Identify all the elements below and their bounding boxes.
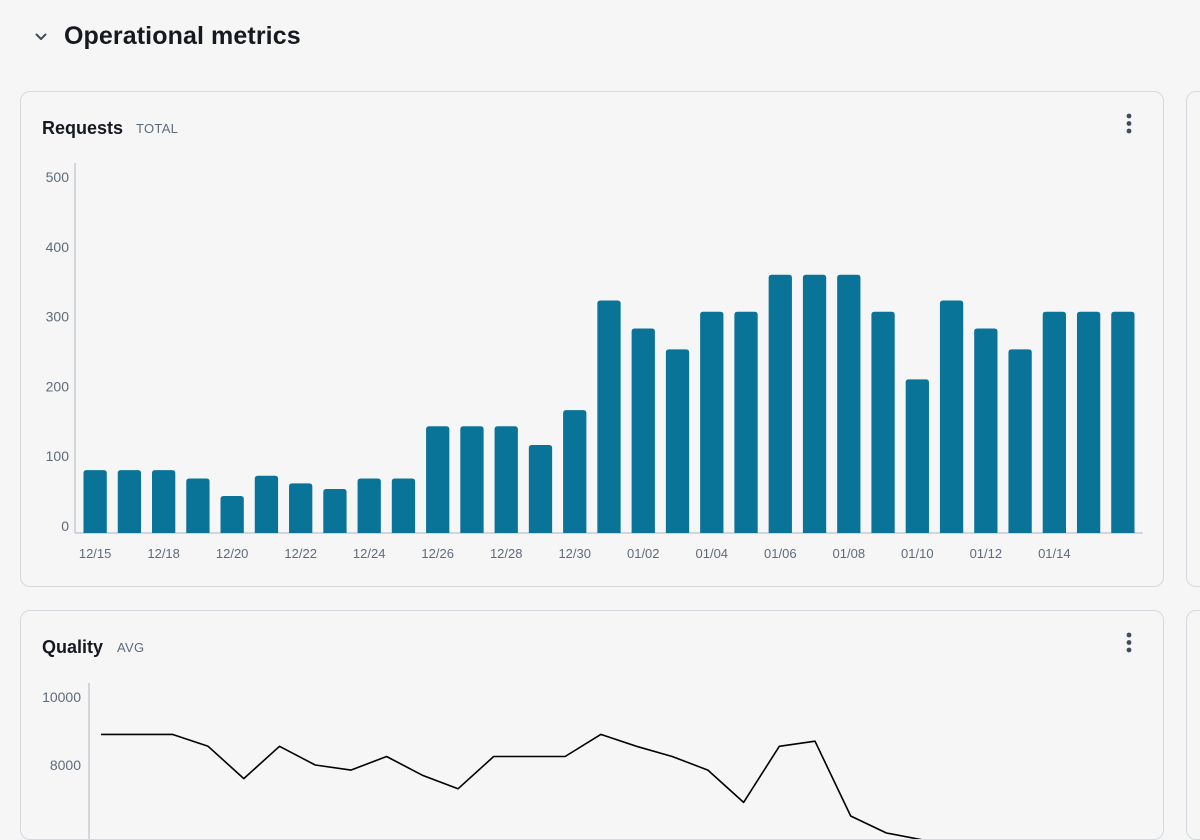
section-header: Operational metrics: [30, 22, 301, 51]
bar-12/30: [597, 301, 620, 533]
bar-12/20: [255, 476, 278, 533]
bar-12/29: [563, 410, 586, 533]
x-tick-label: 01/06: [764, 546, 797, 561]
bar-12/27: [495, 426, 518, 533]
y-tick-label: 500: [46, 169, 70, 185]
bar-12/24: [392, 479, 415, 533]
x-tick-label: 12/24: [353, 546, 386, 561]
x-tick-label: 12/28: [490, 546, 523, 561]
bar-12/21: [289, 483, 312, 533]
bar-01/08: [906, 379, 929, 533]
requests-bar-chart: 0 100 200 300 400 500 12/15 12/18 12/20 12/22 12/2…: [21, 92, 1164, 587]
bar-12/25: [426, 426, 449, 533]
bar-01/09: [940, 301, 963, 533]
y-tick-label: 10000: [42, 689, 81, 705]
bar-01/12: [1043, 312, 1066, 533]
x-tick-label: 01/08: [833, 546, 866, 561]
x-tick-label: 01/14: [1038, 546, 1071, 561]
bar-01/03: [734, 312, 757, 533]
quality-series-line: [101, 734, 922, 839]
bar-01/07: [871, 312, 894, 533]
bar-12/23: [358, 479, 381, 533]
y-tick-label: 0: [61, 518, 69, 534]
x-tick-label: 01/12: [970, 546, 1003, 561]
x-tick-label: 12/30: [558, 546, 591, 561]
bar-01/01: [666, 349, 689, 533]
bar-01/06: [837, 275, 860, 533]
x-tick-label: 12/26: [421, 546, 454, 561]
y-tick-label: 200: [46, 378, 70, 394]
bar-01/05: [803, 275, 826, 533]
bar-12/17: [152, 470, 175, 533]
bar-12/15: [83, 470, 106, 533]
bar-12/22: [323, 489, 346, 533]
quality-line-chart: 8000 10000: [21, 611, 1164, 840]
section-title: Operational metrics: [64, 22, 301, 51]
y-tick-label: 400: [46, 239, 70, 255]
x-tick-label: 12/15: [79, 546, 112, 561]
bar-12/18: [186, 479, 209, 533]
chevron-down-icon[interactable]: [30, 26, 52, 48]
x-tick-label: 01/04: [696, 546, 729, 561]
x-tick-label: 01/10: [901, 546, 934, 561]
bar-01/11: [1008, 349, 1031, 533]
bar-12/16: [118, 470, 141, 533]
bar-01/13: [1077, 312, 1100, 533]
adjacent-card: [1186, 610, 1200, 840]
bar-12/28: [529, 445, 552, 533]
y-tick-label: 100: [46, 448, 70, 464]
bar-12/31: [632, 328, 655, 533]
x-tick-label: 12/18: [147, 546, 180, 561]
bar-12/19: [221, 496, 244, 533]
y-tick-label: 300: [46, 309, 70, 325]
bar-01/14: [1111, 312, 1134, 533]
bar-01/04: [769, 275, 792, 533]
bar-01/10: [974, 328, 997, 533]
x-tick-label: 12/22: [284, 546, 317, 561]
y-tick-label: 8000: [50, 757, 81, 773]
x-tick-label: 01/02: [627, 546, 660, 561]
bar-12/26: [460, 426, 483, 533]
x-tick-label: 12/20: [216, 546, 249, 561]
bar-01/02: [700, 312, 723, 533]
adjacent-card: [1186, 91, 1200, 587]
